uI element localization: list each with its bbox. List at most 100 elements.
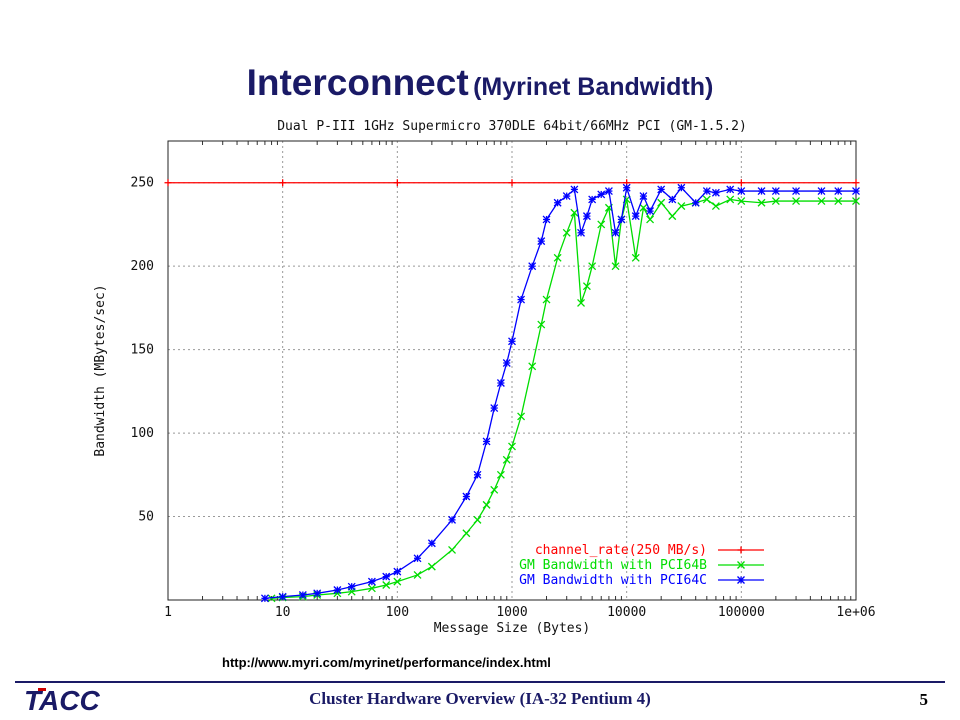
slide-title-sub: (Myrinet Bandwidth) xyxy=(473,73,714,101)
series-3-point xyxy=(702,187,711,196)
series-2-point xyxy=(631,253,640,262)
series-3-point xyxy=(792,187,801,196)
series-3-point xyxy=(711,188,720,197)
series-2-point xyxy=(677,202,686,211)
series-3-point xyxy=(462,492,471,501)
x-tick-label: 100000 xyxy=(718,605,765,620)
series-2-point xyxy=(611,262,620,271)
legend-label: GM Bandwidth with PCI64C xyxy=(519,573,707,588)
series-3-point xyxy=(757,187,766,196)
series-3-point xyxy=(537,237,546,246)
series-3-point xyxy=(517,295,526,304)
legend-label: channel_rate(250 MB/s) xyxy=(535,543,707,558)
plot-frame xyxy=(167,140,857,601)
series-3-point xyxy=(367,577,376,586)
series-2-point xyxy=(757,198,766,207)
slide-title-main: Interconnect xyxy=(246,62,469,103)
series-3-point xyxy=(448,515,457,524)
bandwidth-chart: Dual P-III 1GHz Supermicro 370DLE 64bit/… xyxy=(93,119,876,636)
series-2-point xyxy=(528,362,537,371)
series-3-point xyxy=(496,379,505,387)
series-3-point xyxy=(737,187,746,196)
series-3-point xyxy=(562,192,571,201)
legend-marker xyxy=(737,561,745,569)
series-3-point xyxy=(553,198,562,207)
series-3-point xyxy=(508,337,516,346)
source-url[interactable]: http://www.myri.com/myrinet/performance/… xyxy=(222,655,551,670)
series-3-point xyxy=(347,582,356,591)
series-2-point xyxy=(834,197,843,206)
series-2-point xyxy=(542,295,551,304)
legend-label: GM Bandwidth with PCI64B xyxy=(519,558,707,573)
series-2-point xyxy=(646,215,655,224)
series-3-point xyxy=(482,437,491,446)
tacc-logo-accent xyxy=(38,688,46,691)
series-2-point xyxy=(517,412,526,421)
series-2-point xyxy=(508,442,516,451)
y-tick-label: 50 xyxy=(138,510,154,525)
series-2-point xyxy=(657,198,666,207)
series-2-point xyxy=(570,208,579,217)
series-2-point xyxy=(792,197,801,206)
series-3-point xyxy=(393,567,402,576)
series-2-point xyxy=(852,197,860,206)
x-tick-label: 10000 xyxy=(607,605,646,620)
series-2-point xyxy=(639,203,648,212)
series-3-point xyxy=(588,195,597,204)
x-axis-label: Message Size (Bytes) xyxy=(434,621,591,636)
footer-divider xyxy=(15,681,945,683)
series-3-point xyxy=(490,404,499,413)
series-3-point xyxy=(597,190,606,199)
series-2-point xyxy=(496,470,505,479)
x-tick-label: 1 xyxy=(164,605,172,620)
series-3-point xyxy=(473,470,482,479)
series-2-point xyxy=(702,195,711,204)
series-2-point xyxy=(562,228,571,237)
series-3-point xyxy=(617,215,626,224)
series-3-point xyxy=(260,594,269,603)
series-3-point xyxy=(639,192,648,201)
x-tick-label: 10 xyxy=(275,605,291,620)
series-2-point xyxy=(582,282,591,291)
tacc-logo: TACC xyxy=(24,685,100,714)
series-2-point xyxy=(737,197,746,206)
series-2-point xyxy=(448,545,457,554)
footer-text: Cluster Hardware Overview (IA-32 Pentium… xyxy=(309,689,651,708)
series-3-point xyxy=(298,591,307,599)
series-3-point xyxy=(852,187,860,196)
series-3-point xyxy=(817,187,826,196)
series-3-point xyxy=(657,185,666,194)
page-number: 5 xyxy=(919,690,929,709)
series-3-point xyxy=(677,183,686,192)
series-2-point xyxy=(711,202,720,211)
legend-marker xyxy=(737,576,745,584)
series-3-point xyxy=(413,554,422,563)
series-2-point xyxy=(668,212,677,221)
series-3-point xyxy=(668,195,677,204)
y-tick-label: 100 xyxy=(131,426,154,441)
series-2-point xyxy=(537,320,546,329)
series-3-point xyxy=(313,589,322,598)
series-3-point xyxy=(528,262,537,271)
series-line-2 xyxy=(271,198,856,599)
series-2-point xyxy=(393,577,402,586)
series-2-point xyxy=(771,197,780,206)
series-3-point xyxy=(333,586,342,594)
series-2-point xyxy=(490,485,499,494)
tacc-logo-text: TACC xyxy=(24,685,100,714)
y-tick-label: 150 xyxy=(131,343,154,358)
series-3-point xyxy=(622,183,631,192)
x-tick-label: 1e+06 xyxy=(836,605,875,620)
chart-title: Dual P-III 1GHz Supermicro 370DLE 64bit/… xyxy=(277,119,747,134)
series-2-point xyxy=(473,515,482,524)
series-3-point xyxy=(834,187,843,196)
series-3-point xyxy=(631,212,640,221)
slide-title: Interconnect (Myrinet Bandwidth) xyxy=(0,62,960,104)
series-2-point xyxy=(553,253,562,262)
x-tick-label: 100 xyxy=(386,605,409,620)
series-2-point xyxy=(427,562,436,571)
series-2-point xyxy=(817,197,826,206)
series-3-point xyxy=(771,187,780,196)
series-2-point xyxy=(577,298,585,307)
y-axis-label: Bandwidth (MBytes/sec) xyxy=(93,284,108,456)
